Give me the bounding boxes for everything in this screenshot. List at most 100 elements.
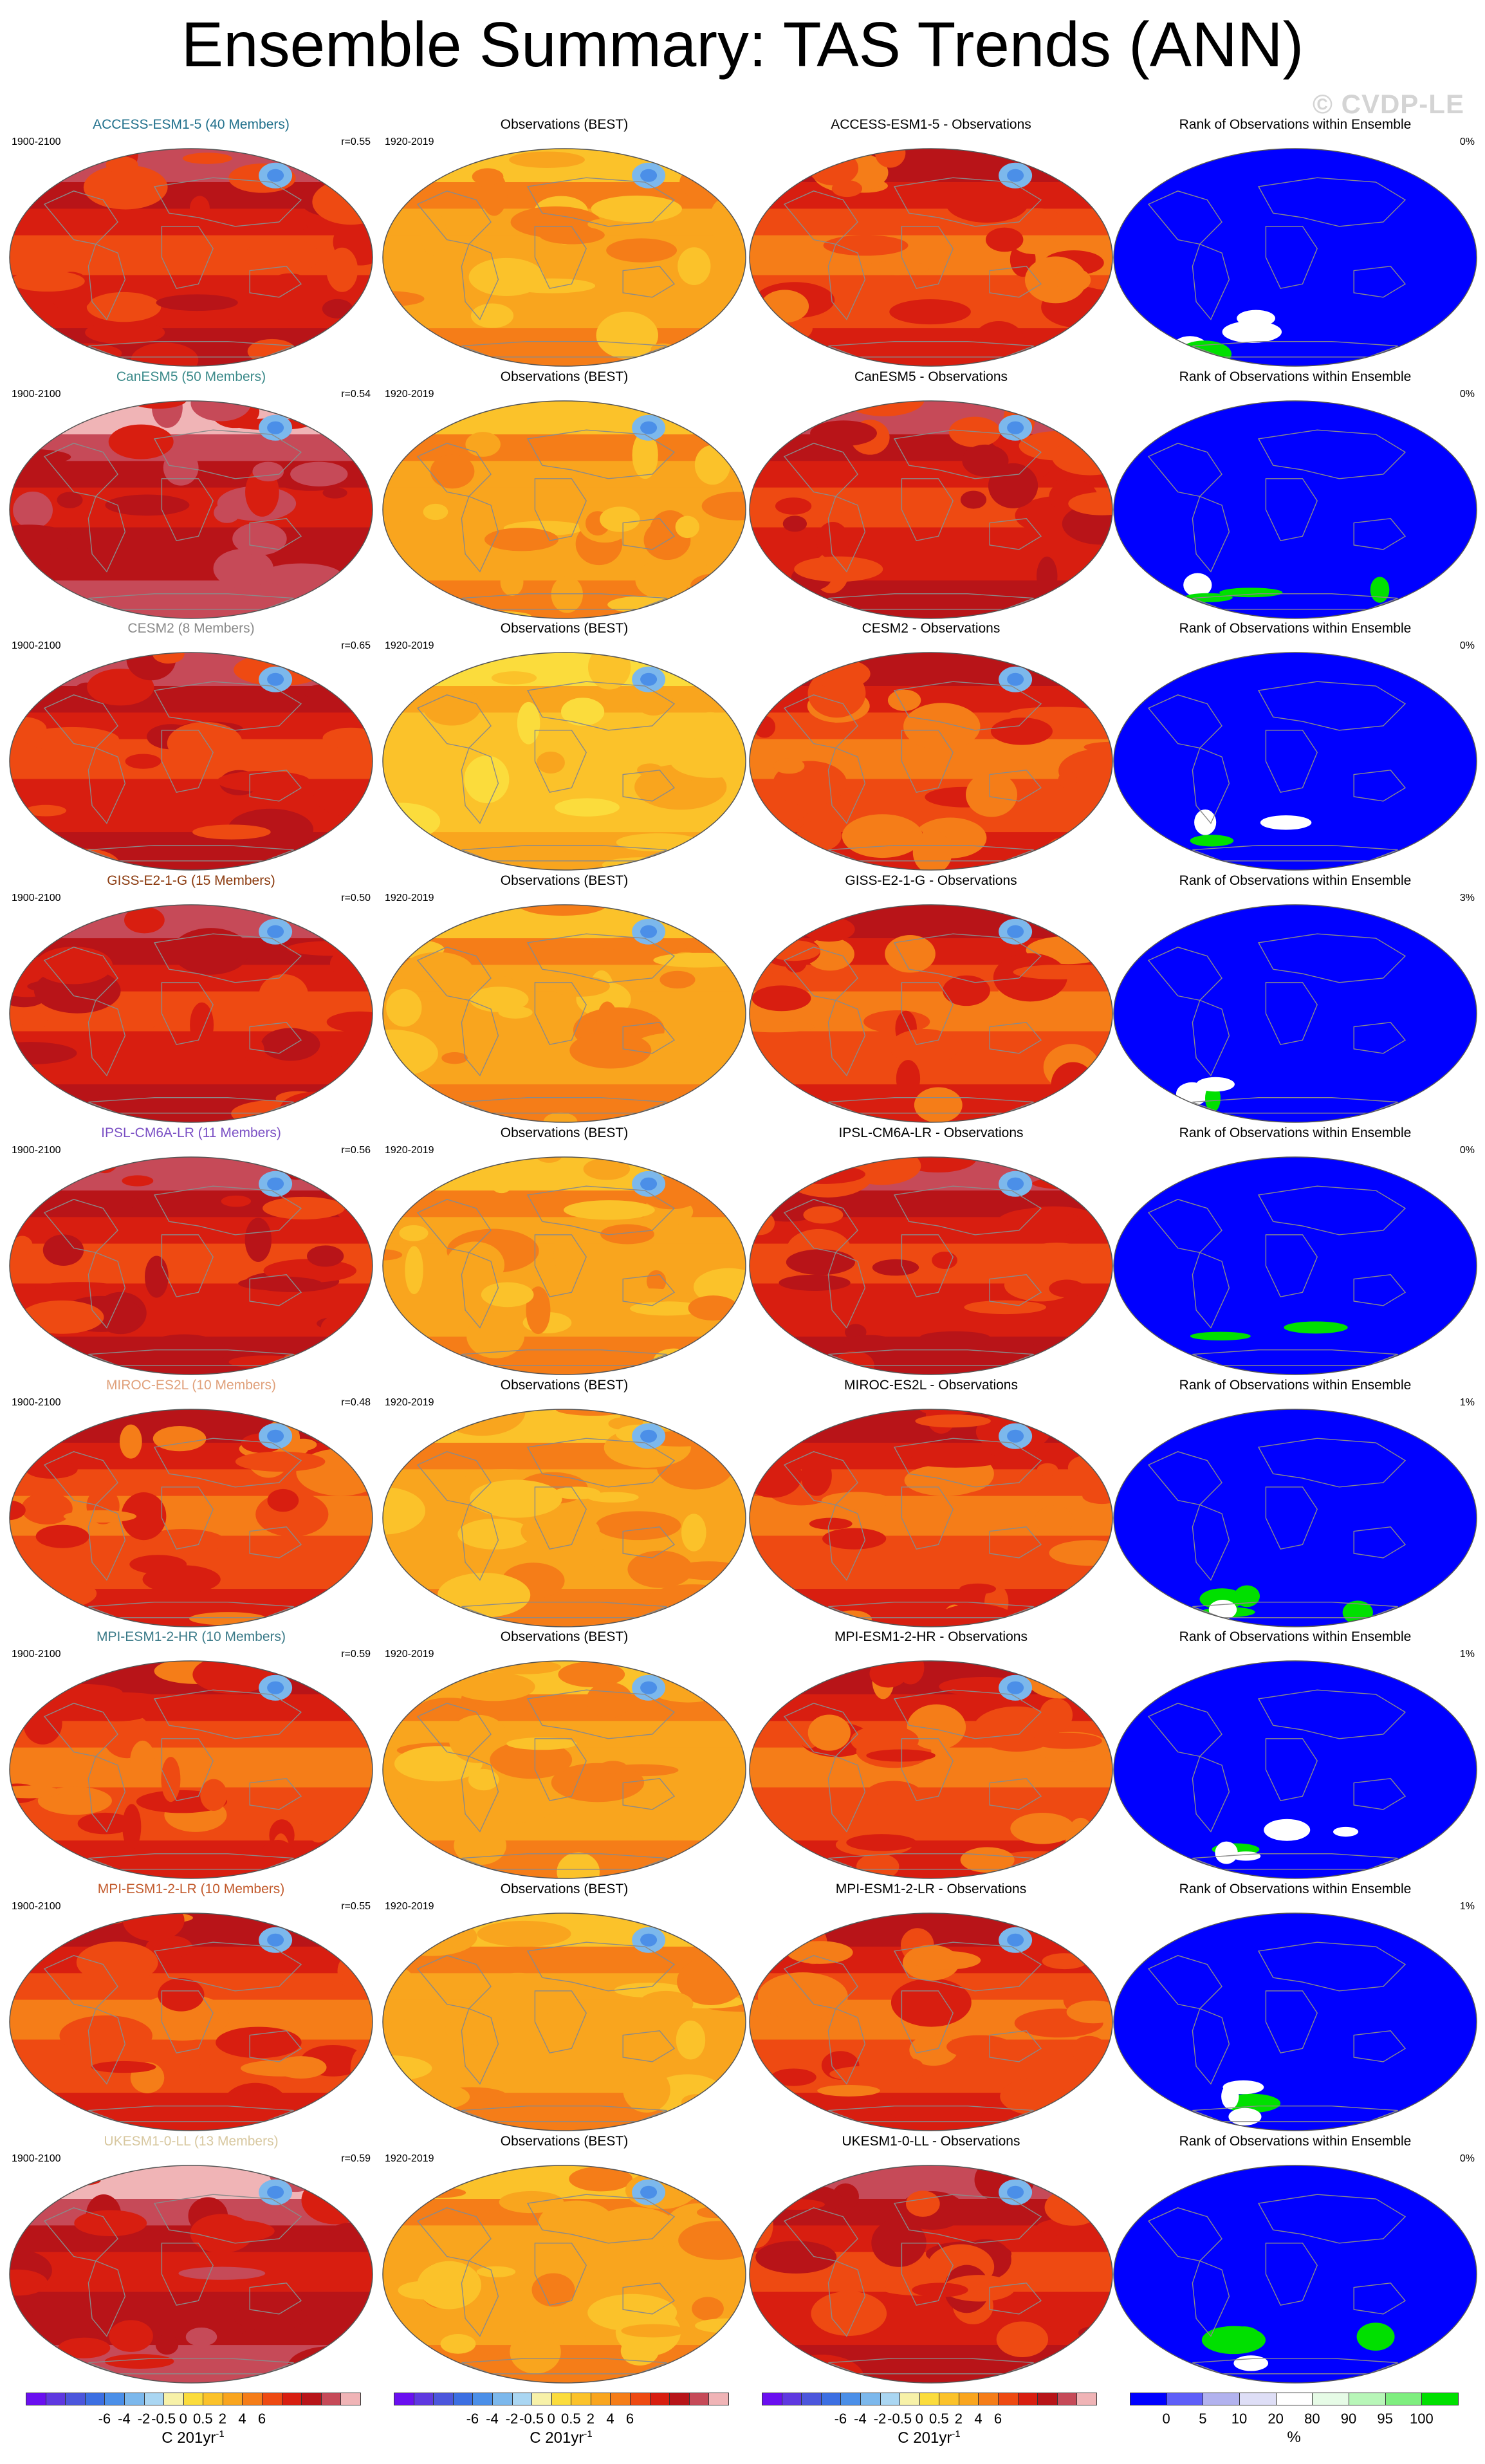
- panel-obs: Observations (BEST) 1920-2019: [381, 1629, 748, 1889]
- page-title: Ensemble Summary: TAS Trends (ANN): [181, 9, 1304, 80]
- colorbar-tick-label: 0: [1162, 2411, 1170, 2427]
- panel-rank: Rank of Observations within Ensemble 0%: [1112, 117, 1479, 377]
- panel-rank: Rank of Observations within Ensemble 1%: [1112, 1882, 1479, 2142]
- colorbar-swatch: [281, 2393, 302, 2405]
- panel-diff: ACCESS-ESM1-5 - Observations: [748, 117, 1114, 377]
- panel-stat: 3%: [1459, 893, 1475, 903]
- colorbar-swatch: [610, 2393, 631, 2405]
- colorbar-swatch: [433, 2393, 454, 2405]
- colorbar-tick-label: -2: [137, 2411, 151, 2427]
- panel-title: Rank of Observations within Ensemble: [1179, 1882, 1412, 1896]
- colorbar-swatch: [998, 2393, 1019, 2405]
- model-map: [8, 399, 374, 624]
- model-map: [8, 1911, 374, 2136]
- colorbar-tick-label: -0.5: [519, 2411, 544, 2427]
- panel-title: ACCESS-ESM1-5 (40 Members): [93, 117, 290, 132]
- panel-rank: Rank of Observations within Ensemble 1%: [1112, 1629, 1479, 1889]
- panel-title: Observations (BEST): [500, 873, 629, 888]
- colorbar-swatch: [1166, 2393, 1204, 2405]
- panel-title: MPI-ESM1-2-HR - Observations: [835, 1629, 1028, 1644]
- panel-period: 1920-2019: [385, 640, 434, 651]
- colorbar-tick-label: 4: [238, 2411, 246, 2427]
- panel-title: Rank of Observations within Ensemble: [1179, 1125, 1412, 1140]
- colorbar-swatch: [820, 2393, 842, 2405]
- colorbar-swatch: [958, 2393, 979, 2405]
- colorbar-tick-label: -2: [873, 2411, 887, 2427]
- colorbar-tick-label: -6: [834, 2411, 847, 2427]
- colorbar-swatch: [762, 2393, 782, 2405]
- colorbar-swatch: [531, 2393, 552, 2405]
- model-map: [8, 903, 374, 1127]
- colorbar-swatch: [320, 2393, 342, 2405]
- colorbar-tick-label: 5: [1199, 2411, 1207, 2427]
- colorbar-tick-label: 0: [547, 2411, 555, 2427]
- panel-period: 1900-2100: [12, 1649, 61, 1660]
- diff-map: [748, 1155, 1114, 1380]
- panel-obs: Observations (BEST) 1920-2019: [381, 1882, 748, 2142]
- colorbar-swatch: [492, 2393, 513, 2405]
- panel-model: MPI-ESM1-2-HR (10 Members) 1900-2100 r=0.5…: [8, 1629, 374, 1889]
- panel-stat: r=0.55: [341, 136, 371, 147]
- colorbar-swatch: [840, 2393, 861, 2405]
- panel-rank: Rank of Observations within Ensemble 0%: [1112, 369, 1479, 629]
- panel-model: MIROC-ES2L (10 Members) 1900-2100 r=0.48: [8, 1378, 374, 1638]
- colorbar-swatch: [860, 2393, 881, 2405]
- diff-map: [748, 1911, 1114, 2136]
- panel-stat: r=0.56: [341, 1145, 371, 1156]
- colorbar-swatch: [688, 2393, 710, 2405]
- colorbar-tick-label: 2: [218, 2411, 226, 2427]
- panel-stat: 0%: [1459, 136, 1475, 147]
- panel-title: MPI-ESM1-2-LR - Observations: [835, 1882, 1027, 1896]
- colorbar-swatch: [939, 2393, 959, 2405]
- colorbar-tick-label: -6: [98, 2411, 111, 2427]
- diff-map: [748, 399, 1114, 624]
- panel-stat: r=0.59: [341, 1649, 371, 1660]
- panel-obs: Observations (BEST) 1920-2019: [381, 873, 748, 1133]
- rank-colorbar: 0 5 10 20 80 90 95 100%: [1130, 2393, 1459, 2457]
- colorbar-swatch: [45, 2393, 66, 2405]
- panel-stat: r=0.59: [341, 2153, 371, 2164]
- panel-title: Observations (BEST): [500, 1882, 629, 1896]
- colorbar-swatch: [143, 2393, 165, 2405]
- obs-map: [381, 2163, 748, 2388]
- panel-period: 1900-2100: [12, 136, 61, 147]
- colorbar-swatch: [801, 2393, 822, 2405]
- obs-map: [381, 1407, 748, 1632]
- rank-map: [1112, 1407, 1479, 1632]
- panel-stat: r=0.48: [341, 1397, 371, 1408]
- panel-title: MPI-ESM1-2-HR (10 Members): [96, 1629, 286, 1644]
- panel-diff: GISS-E2-1-G - Observations: [748, 873, 1114, 1133]
- colorbar-tick-label: 2: [954, 2411, 963, 2427]
- panel-obs: Observations (BEST) 1920-2019: [381, 2134, 748, 2394]
- panel-title: MPI-ESM1-2-LR (10 Members): [97, 1882, 285, 1896]
- rank-map: [1112, 399, 1479, 624]
- colorbar-swatch: [124, 2393, 145, 2405]
- colorbar-swatch: [1312, 2393, 1349, 2405]
- colorbar-swatch: [413, 2393, 434, 2405]
- panel-obs: Observations (BEST) 1920-2019: [381, 1378, 748, 1638]
- colorbar-unit-label: C 201yr-1: [161, 2429, 225, 2447]
- diff-map: [748, 147, 1114, 371]
- colorbar-tick-label: -4: [854, 2411, 867, 2427]
- model-map: [8, 147, 374, 371]
- panel-period: 1920-2019: [385, 1901, 434, 1912]
- colorbar-tick-label: 0.5: [560, 2411, 581, 2427]
- model-map: [8, 1407, 374, 1632]
- colorbar-tick-label: 6: [993, 2411, 1002, 2427]
- panel-rank: Rank of Observations within Ensemble 1%: [1112, 1378, 1479, 1638]
- panel-title: Observations (BEST): [500, 621, 629, 636]
- colorbar-unit-label: C 201yr-1: [898, 2429, 961, 2447]
- panel-obs: Observations (BEST) 1920-2019: [381, 621, 748, 881]
- diff-map: [748, 651, 1114, 875]
- panel-title: GISS-E2-1-G (15 Members): [107, 873, 275, 888]
- colorbar-swatch: [899, 2393, 920, 2405]
- colorbar-swatch: [1056, 2393, 1078, 2405]
- panel-obs: Observations (BEST) 1920-2019: [381, 1125, 748, 1385]
- panel-period: 1920-2019: [385, 1145, 434, 1156]
- panel-stat: r=0.50: [341, 893, 371, 903]
- colorbar-tick-label: -2: [505, 2411, 519, 2427]
- panel-model: UKESM1-0-LL (13 Members) 1900-2100 r=0.59: [8, 2134, 374, 2394]
- rank-map: [1112, 1155, 1479, 1380]
- colorbar-swatch: [781, 2393, 802, 2405]
